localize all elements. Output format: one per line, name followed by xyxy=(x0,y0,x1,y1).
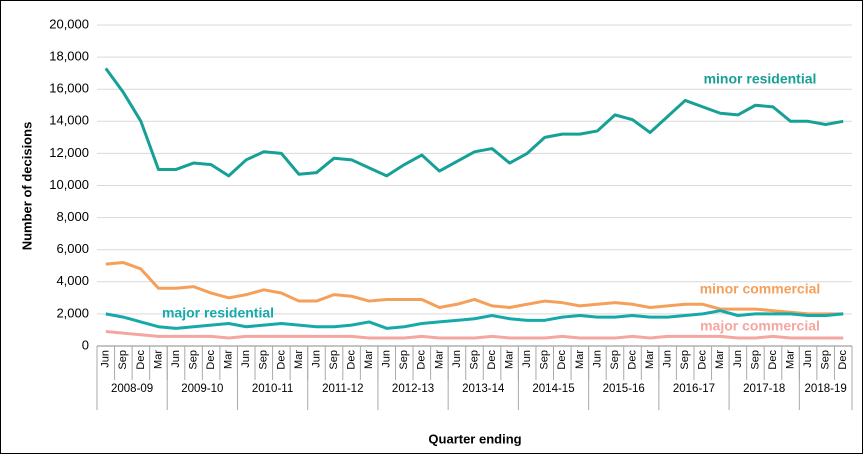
group-label-box: 2012-13 xyxy=(391,383,435,395)
y-tick-label: 18,000 xyxy=(49,49,89,64)
x-tick-label: Sep xyxy=(539,350,551,370)
x-tick-label: Dec xyxy=(416,350,428,370)
x-tick-label: Dec xyxy=(767,350,779,370)
series-label: minor residential xyxy=(704,71,817,87)
x-tick-label: Mar xyxy=(152,350,164,369)
x-tick-label: Jun xyxy=(591,350,603,368)
x-tick-label: Sep xyxy=(328,350,340,370)
x-tick-label: Jun xyxy=(451,350,463,368)
x-tick-label: Jun xyxy=(521,350,533,368)
x-tick-label: Mar xyxy=(223,350,235,369)
x-tick-label: Jun xyxy=(381,350,393,368)
x-tick-label: Mar xyxy=(504,350,516,369)
group-label: 2013-14 xyxy=(462,383,505,395)
x-tick-label: Jun xyxy=(170,350,182,368)
group-label: 2011-12 xyxy=(322,383,364,395)
group-label-box: 2011-12 xyxy=(322,383,364,395)
x-tick-label: Sep xyxy=(609,350,621,370)
x-tick-label: Jun xyxy=(732,350,744,368)
y-tick-label: 14,000 xyxy=(49,113,89,128)
group-label: 2016-17 xyxy=(672,383,716,395)
x-tick-label: Dec xyxy=(135,350,147,370)
x-tick-label: Jun xyxy=(240,350,252,368)
x-tick-label: Mar xyxy=(293,350,305,369)
x-tick-label: Jun xyxy=(310,350,322,368)
x-tick-label: Sep xyxy=(398,350,410,370)
group-label-box: 2018-19 xyxy=(804,383,847,395)
y-tick-label: 2,000 xyxy=(56,305,89,320)
x-tick-label: Mar xyxy=(363,350,375,369)
x-tick-label: Sep xyxy=(187,350,199,370)
series-label: major residential xyxy=(162,305,274,321)
x-tick-label: Mar xyxy=(574,350,586,369)
y-tick-label: 12,000 xyxy=(49,145,89,160)
y-tick-label: 4,000 xyxy=(56,273,89,288)
x-tick-label: Jun xyxy=(100,350,112,368)
x-tick-label: Dec xyxy=(697,350,709,370)
group-label: 2008-09 xyxy=(111,383,154,395)
y-tick-label: 6,000 xyxy=(56,241,89,256)
y-tick-label: 20,000 xyxy=(49,16,89,31)
x-tick-label: Mar xyxy=(714,350,726,369)
x-tick-label: Mar xyxy=(644,350,656,369)
group-label-box: 2015-16 xyxy=(602,383,645,395)
x-tick-label: Dec xyxy=(556,350,568,370)
group-label-box: 2014-15 xyxy=(532,383,575,395)
group-label-box: 2016-17 xyxy=(672,383,716,395)
x-tick-label: Sep xyxy=(117,350,129,370)
y-tick-label: 8,000 xyxy=(56,209,89,224)
x-axis-label: Quarter ending xyxy=(428,431,521,446)
x-tick-label: Dec xyxy=(345,350,357,370)
group-label: 2015-16 xyxy=(602,383,645,395)
group-label-box: 2010-11 xyxy=(251,383,294,395)
series-line xyxy=(105,261,844,316)
x-tick-label: Mar xyxy=(433,350,445,369)
x-tick-label: Jun xyxy=(802,350,814,368)
group-label-box: 2009-10 xyxy=(181,383,224,395)
x-tick-label: Dec xyxy=(275,350,287,370)
x-tick-label: Sep xyxy=(468,350,480,370)
y-tick-label: 10,000 xyxy=(49,177,89,192)
x-tick-label: Dec xyxy=(837,350,849,370)
x-tick-label: Sep xyxy=(749,350,761,370)
x-tick-label: Sep xyxy=(258,350,270,370)
group-label-box: 2013-14 xyxy=(462,383,505,395)
x-tick-label: Sep xyxy=(679,350,691,370)
group-label-box: 2017-18 xyxy=(743,383,786,395)
series-line xyxy=(105,309,844,330)
series-label: minor commercial xyxy=(700,281,821,297)
group-label: 2012-13 xyxy=(391,383,435,395)
series-line xyxy=(105,330,844,340)
x-tick-label: Dec xyxy=(486,350,498,370)
x-tick-label: Mar xyxy=(784,350,796,369)
x-tick-label: Sep xyxy=(820,350,832,370)
group-label: 2014-15 xyxy=(532,383,575,395)
group-label: 2010-11 xyxy=(251,383,294,395)
x-tick-label: Jun xyxy=(662,350,674,368)
series-label: major commercial xyxy=(700,318,820,334)
series-line xyxy=(104,67,844,178)
x-tick-label: Dec xyxy=(626,350,638,370)
group-label: 2009-10 xyxy=(181,383,224,395)
group-label: 2017-18 xyxy=(743,383,786,395)
group-label-box: 2008-09 xyxy=(111,383,154,395)
y-axis-label: Number of decisions xyxy=(19,122,34,251)
x-tick-label: Dec xyxy=(205,350,217,370)
y-tick-label: 0 xyxy=(82,337,89,352)
group-label: 2018-19 xyxy=(804,383,847,395)
y-tick-label: 16,000 xyxy=(49,81,89,96)
